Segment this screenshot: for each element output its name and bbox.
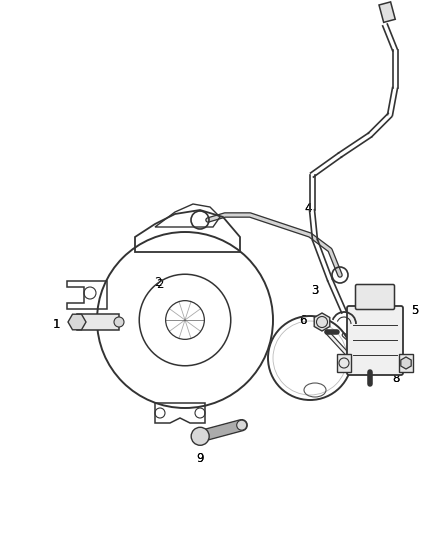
FancyBboxPatch shape — [347, 306, 403, 375]
Text: 9: 9 — [196, 451, 204, 464]
Circle shape — [191, 427, 209, 445]
Text: 8: 8 — [392, 372, 400, 384]
Polygon shape — [401, 357, 411, 369]
Polygon shape — [314, 313, 330, 331]
Bar — [399, 354, 413, 372]
Text: 4: 4 — [304, 201, 312, 214]
FancyBboxPatch shape — [356, 285, 395, 310]
Text: 2: 2 — [154, 276, 162, 288]
Text: 2: 2 — [156, 279, 164, 292]
Text: 4: 4 — [304, 201, 312, 214]
Circle shape — [114, 317, 124, 327]
Text: 1: 1 — [52, 319, 60, 332]
Text: 7: 7 — [358, 349, 366, 361]
Text: 8: 8 — [392, 372, 400, 384]
Text: 6: 6 — [299, 313, 307, 327]
Text: 1: 1 — [52, 319, 60, 332]
Text: 3: 3 — [311, 284, 319, 296]
Polygon shape — [68, 314, 86, 330]
Bar — [379, 2, 395, 22]
Text: 6: 6 — [299, 313, 307, 327]
Text: 3: 3 — [311, 284, 319, 296]
Text: 9: 9 — [196, 451, 204, 464]
Circle shape — [237, 420, 247, 430]
Text: 7: 7 — [358, 349, 366, 361]
Text: 5: 5 — [411, 303, 419, 317]
Bar — [77, 314, 119, 330]
Bar — [337, 354, 351, 372]
Text: 5: 5 — [411, 303, 419, 317]
